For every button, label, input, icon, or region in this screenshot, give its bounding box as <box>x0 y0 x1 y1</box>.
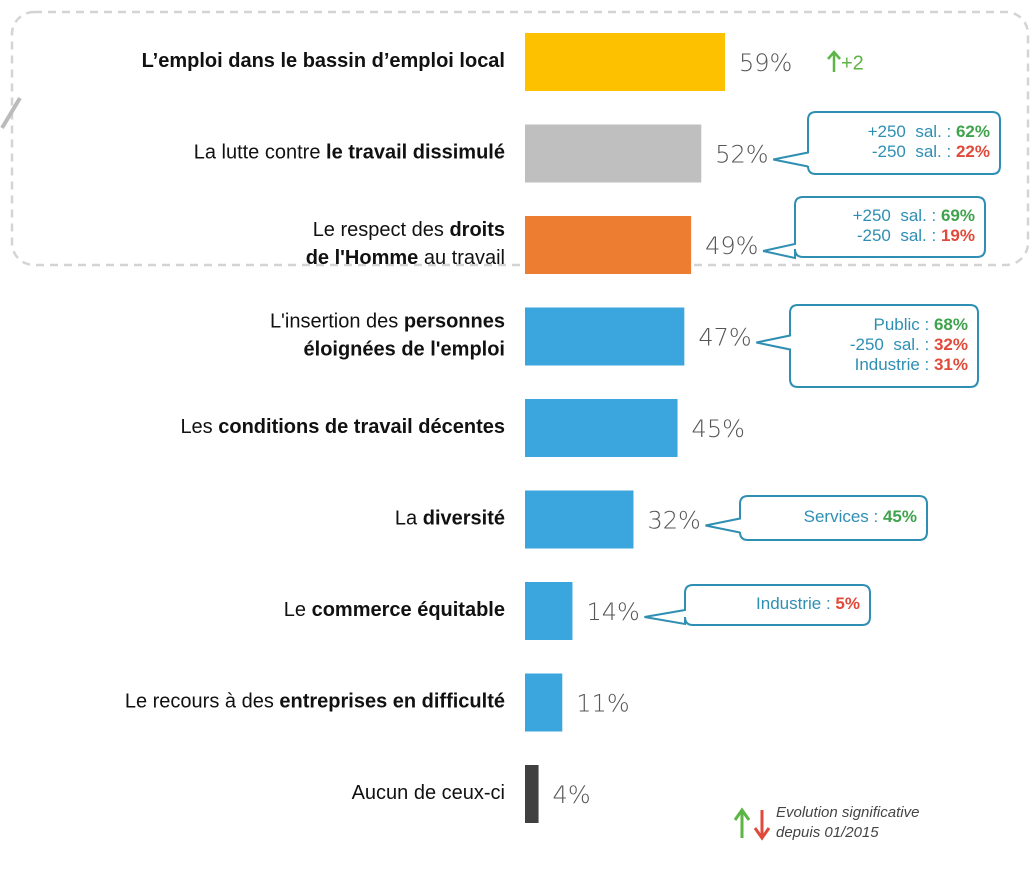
category-label: de l'Homme au travail <box>306 247 505 269</box>
callout-box <box>756 304 979 388</box>
value-label: 49% <box>705 232 758 260</box>
callout-line: -250 sal. : 19% <box>857 226 975 245</box>
label-part: droits <box>449 219 505 241</box>
bar <box>525 124 702 183</box>
label-part: commerce équitable <box>312 599 505 621</box>
label-part: La <box>395 508 423 530</box>
callout-label: Industrie : <box>855 355 934 374</box>
label-part: L’emploi dans le bassin d’emploi local <box>142 50 505 72</box>
callout-line: +250 sal. : 62% <box>868 122 990 141</box>
callout-line: Industrie : 31% <box>855 355 968 374</box>
label-part: L'insertion des <box>270 311 404 333</box>
callout-value: 69% <box>941 206 975 225</box>
value-label: 52% <box>715 141 768 169</box>
bar <box>525 33 726 91</box>
legend-note: Evolution significative <box>776 804 919 821</box>
change-arrow <box>827 50 841 72</box>
category-label: Aucun de ceux-ci <box>352 782 505 804</box>
value-label: 4% <box>553 781 591 809</box>
label-part: diversité <box>423 508 505 530</box>
callout-label: +250 sal. : <box>868 122 956 141</box>
callout-label: Services : <box>804 507 883 526</box>
label-part: La lutte contre <box>194 142 326 164</box>
callout-label: -250 sal. : <box>850 335 934 354</box>
category-label: Le commerce équitable <box>284 599 505 621</box>
callout-label: -250 sal. : <box>857 226 941 245</box>
category-label: L'insertion des personnes <box>270 311 505 333</box>
bar <box>525 673 563 732</box>
callout-box <box>773 111 1001 175</box>
change-label: +2 <box>841 52 864 74</box>
callout-line: -250 sal. : 32% <box>850 335 968 354</box>
callout-value: 31% <box>934 355 968 374</box>
callout-box <box>762 196 986 260</box>
category-label: L’emploi dans le bassin d’emploi local <box>142 50 505 72</box>
label-part: Aucun de ceux-ci <box>352 782 505 804</box>
label-part: Les <box>180 416 218 438</box>
label-part: Le respect des <box>313 219 450 241</box>
callout-line: Public : 68% <box>873 315 968 334</box>
value-label: 32% <box>647 507 700 535</box>
callout-box <box>705 495 928 541</box>
bar <box>525 490 634 549</box>
callout-value: 22% <box>956 142 990 161</box>
category-label: Le recours à des entreprises en difficul… <box>125 691 505 713</box>
label-part: entreprises en difficulté <box>279 691 505 713</box>
label-part: Le recours à des <box>125 691 280 713</box>
category-label: éloignées de l'emploi <box>304 339 505 361</box>
callout-value: 68% <box>934 315 968 334</box>
callout-line: +250 sal. : 69% <box>853 206 975 225</box>
callout-line: -250 sal. : 22% <box>872 142 990 161</box>
label-part: le travail dissimulé <box>326 142 505 164</box>
label-part: conditions de travail décentes <box>218 416 505 438</box>
bar <box>525 582 573 640</box>
bar <box>525 399 678 457</box>
callout-value: 5% <box>835 594 860 613</box>
callout-value: 45% <box>883 507 917 526</box>
legend-note: depuis 01/2015 <box>776 824 879 841</box>
category-label: Le respect des droits <box>313 219 505 241</box>
callout-label: Public : <box>873 315 933 334</box>
callout-value: 32% <box>934 335 968 354</box>
value-label: 47% <box>698 324 751 352</box>
bar <box>525 765 539 823</box>
value-label: 14% <box>586 598 639 626</box>
callout-line: Industrie : 5% <box>756 594 860 613</box>
legend-up-arrow <box>733 807 751 838</box>
category-label: La lutte contre le travail dissimulé <box>194 142 505 164</box>
value-label: 11% <box>576 690 629 718</box>
label-part: Le <box>284 599 312 621</box>
callout-value: 62% <box>956 122 990 141</box>
category-label: La diversité <box>395 508 505 530</box>
callout-box <box>644 584 871 626</box>
bar <box>525 307 685 366</box>
highlight-frame <box>10 10 1030 267</box>
callout-line: Services : 45% <box>804 507 917 526</box>
label-part: personnes <box>404 311 505 333</box>
bar <box>525 216 692 274</box>
label-part: au travail <box>418 247 505 269</box>
callout-label: +250 sal. : <box>853 206 941 225</box>
callout-label: -250 sal. : <box>872 142 956 161</box>
callout-value: 19% <box>941 226 975 245</box>
label-part: éloignées de l'emploi <box>304 339 505 361</box>
callout-label: Industrie : <box>756 594 835 613</box>
decoration <box>0 96 22 130</box>
legend-down-arrow <box>753 810 771 841</box>
category-label: Les conditions de travail décentes <box>180 416 505 438</box>
value-label: 45% <box>692 415 745 443</box>
label-part: de l'Homme <box>306 247 419 269</box>
value-label: 59% <box>739 49 792 77</box>
